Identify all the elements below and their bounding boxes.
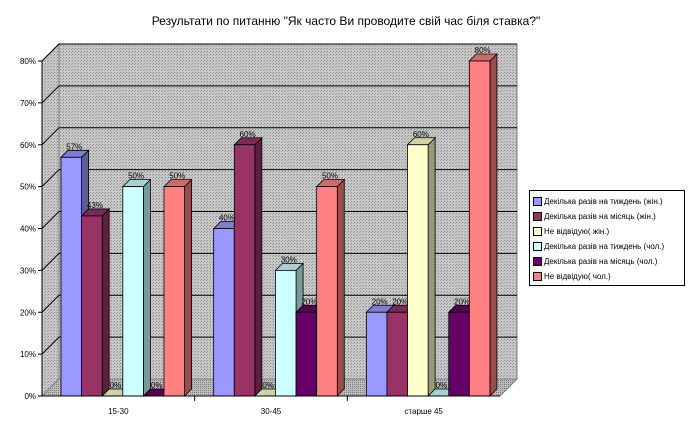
bar-front bbox=[386, 311, 408, 397]
data-label: 0% bbox=[436, 381, 448, 390]
legend-swatch bbox=[533, 227, 542, 236]
bar bbox=[163, 178, 193, 397]
bar bbox=[121, 178, 152, 397]
data-label: 0% bbox=[151, 381, 163, 390]
y-tick-label: 80% bbox=[20, 57, 36, 66]
data-label: 50% bbox=[128, 172, 144, 181]
legend-label: Декілька разів на тиждень (чол.) bbox=[544, 242, 665, 251]
bar-front bbox=[81, 215, 103, 397]
data-label: 50% bbox=[322, 172, 338, 181]
bar bbox=[468, 53, 498, 397]
data-label: 20% bbox=[454, 297, 470, 306]
bar-front bbox=[295, 311, 318, 397]
bar-side bbox=[142, 178, 151, 397]
legend-swatch bbox=[533, 197, 542, 206]
y-tick-label: 60% bbox=[20, 141, 36, 150]
gridline bbox=[41, 169, 517, 187]
legend-swatch bbox=[533, 257, 542, 266]
bar bbox=[80, 207, 111, 397]
gridline bbox=[41, 127, 517, 146]
data-label: 20% bbox=[372, 297, 388, 306]
bar-front bbox=[468, 60, 491, 397]
bar-front bbox=[60, 156, 83, 397]
gridline bbox=[41, 211, 517, 229]
data-label: 30% bbox=[281, 255, 297, 264]
y-tick-label: 40% bbox=[20, 225, 36, 234]
bar bbox=[233, 136, 263, 397]
legend-label: Не відвідую( чол.) bbox=[544, 272, 611, 281]
gridline bbox=[41, 85, 517, 104]
data-label: 43% bbox=[87, 201, 103, 210]
bar-side bbox=[101, 207, 110, 397]
data-label: 57% bbox=[66, 142, 82, 151]
y-tick-label: 50% bbox=[20, 183, 36, 192]
data-label: 40% bbox=[219, 214, 235, 223]
legend-item: Декілька разів на тиждень (чол.) bbox=[533, 239, 682, 254]
data-label: 20% bbox=[392, 297, 408, 306]
bar-side bbox=[427, 136, 436, 397]
chart-title: Результати по питанню "Як часто Ви прово… bbox=[151, 14, 541, 28]
bar bbox=[315, 178, 346, 397]
y-tick-label: 0% bbox=[24, 392, 36, 401]
y-tick-label: 10% bbox=[20, 350, 36, 359]
x-category-label: 15-30 bbox=[108, 407, 129, 416]
legend-label: Декілька разів на місяць (жін.) bbox=[544, 212, 656, 221]
bar-front bbox=[163, 186, 186, 397]
data-label: 60% bbox=[240, 130, 256, 139]
bar-side bbox=[336, 178, 345, 397]
legend-item: Не відвідую( чол.) bbox=[533, 269, 682, 284]
data-label: 0% bbox=[110, 381, 122, 390]
data-label: 80% bbox=[475, 46, 491, 55]
legend-swatch bbox=[533, 212, 542, 221]
y-tick-label: 20% bbox=[20, 308, 36, 317]
bar-side bbox=[184, 178, 193, 397]
bar-front bbox=[365, 311, 388, 397]
data-label: 50% bbox=[169, 172, 185, 181]
data-label: 20% bbox=[301, 297, 317, 306]
gridline bbox=[41, 252, 517, 271]
legend-item: Декілька разів на тиждень (жін.) bbox=[533, 194, 682, 209]
x-category-label: 30-45 bbox=[261, 407, 282, 416]
legend-label: Декілька разів на тиждень (жін.) bbox=[544, 197, 663, 206]
bar-front bbox=[275, 269, 297, 397]
legend-swatch bbox=[533, 242, 542, 251]
y-tick-label: 70% bbox=[20, 99, 36, 108]
gridline bbox=[41, 294, 517, 313]
bar-front bbox=[213, 228, 235, 397]
bar-front bbox=[233, 144, 256, 397]
data-label: 0% bbox=[262, 381, 274, 390]
bar-front bbox=[316, 186, 338, 397]
bar bbox=[406, 136, 437, 397]
legend-item: Декілька разів на місяць (чол.) bbox=[533, 254, 682, 269]
bar-side bbox=[254, 136, 263, 397]
bar-side bbox=[489, 53, 498, 397]
bar-front bbox=[448, 311, 470, 397]
data-label: 60% bbox=[413, 130, 429, 139]
gridline bbox=[41, 43, 517, 62]
legend-label: Не відвідую( жін.) bbox=[544, 227, 610, 236]
bar-front bbox=[122, 186, 144, 397]
legend-swatch bbox=[533, 272, 542, 281]
legend-label: Декілька разів на місяць (чол.) bbox=[544, 257, 658, 266]
gridline bbox=[41, 336, 517, 355]
bar-front bbox=[407, 144, 429, 397]
legend-item: Декілька разів на місяць (жін.) bbox=[533, 209, 682, 224]
y-tick-label: 30% bbox=[20, 266, 36, 275]
chart-legend: Декілька разів на тиждень (жін.) Декілька… bbox=[529, 190, 685, 286]
x-category-label: старше 45 bbox=[404, 407, 443, 416]
legend-item: Не відвідую( жін.) bbox=[533, 224, 682, 239]
